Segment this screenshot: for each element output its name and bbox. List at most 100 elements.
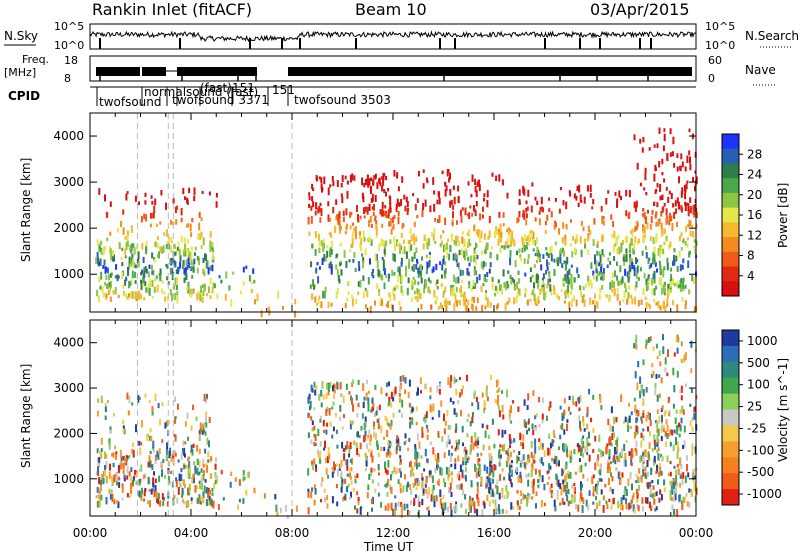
- power-cell-332: [150, 195, 153, 199]
- power-cell-1888: [684, 187, 687, 193]
- velocity-cell-1581: [586, 413, 589, 418]
- power-cell-1648: [645, 245, 647, 250]
- power-cell-1314: [600, 266, 603, 273]
- power-cell-1717: [668, 289, 671, 296]
- power-cell-53: [143, 266, 146, 271]
- velocity-cell-1383: [610, 504, 613, 510]
- velocity-cell-926: [506, 490, 509, 499]
- velocity-cell-474: [341, 441, 344, 449]
- power-cell-1363: [611, 272, 614, 279]
- power-cell-1417: [612, 244, 615, 253]
- power-cell-1563: [616, 200, 618, 208]
- velocity-cell-1253: [597, 454, 600, 461]
- velocity-cell-694: [310, 491, 313, 499]
- power-cell-368: [186, 239, 189, 244]
- power-cell-585: [346, 180, 349, 185]
- velocity-cell-1896: [647, 337, 650, 343]
- velocity-cell-888: [489, 471, 492, 476]
- power-cell-1104: [433, 190, 436, 195]
- velocity-cell-226: [171, 454, 174, 459]
- power-cell-659: [318, 240, 321, 247]
- velocity-cell-1229: [562, 469, 565, 475]
- power-cell-1175: [509, 274, 512, 280]
- power-cell-1474: [526, 243, 528, 247]
- power-cell-1340: [626, 298, 629, 305]
- velocity-cell-357: [202, 422, 205, 427]
- power-cell-1034: [444, 217, 447, 225]
- power-cell-34: [163, 291, 166, 295]
- velocity-cell-780: [405, 484, 408, 492]
- velocity-cell-1546: [628, 402, 630, 407]
- power-cell-263: [108, 282, 111, 287]
- velocity-cell-529: [313, 425, 316, 431]
- velocity-cell-1038: [453, 408, 456, 415]
- power-cell-915: [435, 295, 438, 303]
- power-cell-828: [397, 274, 400, 283]
- velocity-cell-70: [100, 494, 103, 501]
- power-cell-1331: [614, 243, 617, 247]
- power-cell-1711: [693, 249, 696, 254]
- power-cell-151: [174, 251, 177, 256]
- velocity-cell-10: [214, 457, 217, 463]
- power-cell-1554: [620, 195, 623, 201]
- power-cell-628: [376, 182, 379, 190]
- power-cell-552: [384, 242, 387, 249]
- velocity-cell-103: [139, 447, 142, 456]
- velocity-cell-1486: [623, 420, 625, 424]
- power-cell-1427: [621, 276, 624, 284]
- power-cell-1285: [613, 281, 615, 289]
- velocity-cell-1782: [649, 431, 651, 437]
- power-cell-1102: [424, 199, 427, 207]
- velocity-cell-365: [151, 405, 154, 412]
- velocity-cell-1439: [616, 439, 619, 447]
- power-cell-45: [120, 256, 123, 260]
- power-cell-154: [121, 272, 124, 280]
- velocity-cell-1802: [686, 501, 689, 507]
- velocity-cell-659: [315, 467, 318, 472]
- power-cell-1804: [663, 284, 665, 293]
- power-cell-1050: [452, 185, 455, 191]
- velocity-cell-690: [386, 492, 389, 497]
- velocity-cell-1580: [523, 419, 526, 428]
- power-cell-1316: [549, 247, 552, 254]
- power-cell-1429: [565, 277, 568, 284]
- power-cell-660: [357, 214, 359, 222]
- time-label-6: 00:00: [679, 526, 714, 540]
- velocity-cell-1284: [528, 493, 531, 499]
- velocity-cell-625: [325, 392, 328, 400]
- power-cell-1074: [464, 207, 467, 216]
- power-cell-614: [382, 265, 385, 272]
- power-cell-1612: [668, 220, 671, 226]
- power-cell-593: [369, 215, 372, 223]
- power-cell-1081: [438, 215, 441, 223]
- velocity-cell-1276: [573, 483, 576, 487]
- velocity-cell-811: [434, 453, 437, 462]
- velocity-cell-932: [467, 456, 470, 461]
- power-cell-527: [361, 177, 364, 186]
- velocity-cell-698: [371, 499, 373, 504]
- velocity-cell-1820: [642, 413, 645, 419]
- velocity-cell-169: [164, 474, 167, 479]
- power-cell-1217: [626, 271, 629, 278]
- power-cell-171: [214, 283, 216, 289]
- power-cell-423: [317, 233, 320, 242]
- power-cell-760: [442, 290, 445, 295]
- power-cell-699: [347, 280, 350, 286]
- power-cell-1483: [599, 287, 602, 293]
- power-cell-1391: [509, 238, 512, 246]
- power-cell-1602: [636, 241, 639, 245]
- power-cell-726: [421, 256, 423, 261]
- velocity-cell-859: [399, 487, 402, 494]
- velocity-cell-1193: [609, 461, 612, 465]
- power-cell-1493: [558, 208, 561, 214]
- power-cell-1509: [613, 230, 616, 239]
- power-cell-74: [125, 242, 128, 251]
- velocity-cell-1819: [682, 472, 685, 479]
- power-cell-1126: [457, 185, 460, 192]
- velocity-cell-115: [200, 468, 203, 473]
- velocity-cell-971: [424, 448, 427, 457]
- power-cell-196: [153, 258, 156, 263]
- velocity-cell-136: [193, 461, 195, 466]
- velocity-cell-640: [341, 482, 343, 489]
- noise-panel: N.Sky 10^5 10^0 10^5 10^0 N.Search: [4, 20, 799, 52]
